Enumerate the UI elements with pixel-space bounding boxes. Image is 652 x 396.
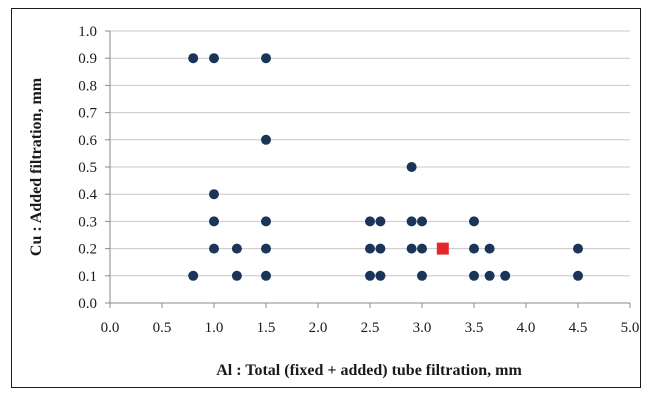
data-point <box>500 270 511 281</box>
x-tick-label: 0.5 <box>153 320 172 336</box>
data-point <box>209 216 219 227</box>
y-axis-label: Cu : Added filtration, mm <box>28 77 45 256</box>
data-point <box>406 243 417 254</box>
x-tick-label: 4.5 <box>569 320 588 336</box>
data-point <box>231 243 242 254</box>
data-point <box>406 216 417 227</box>
data-point <box>573 270 583 281</box>
data-point <box>209 243 219 254</box>
data-point <box>469 243 479 254</box>
data-point <box>469 216 479 227</box>
y-tick-label: 0.1 <box>78 269 97 285</box>
data-point <box>209 189 219 200</box>
data-point <box>261 216 271 227</box>
x-tick-label: 3.0 <box>413 320 432 336</box>
data-point <box>261 270 271 281</box>
data-point <box>365 216 375 227</box>
y-tick-label: 0.3 <box>78 214 97 230</box>
chart-frame <box>11 8 641 388</box>
x-tick-label: 3.5 <box>465 320 484 336</box>
y-tick-label: 0.9 <box>78 51 97 67</box>
data-point <box>375 243 386 254</box>
data-point <box>469 270 479 281</box>
data-point <box>484 243 495 254</box>
data-point <box>406 162 417 172</box>
axes <box>105 30 631 308</box>
x-tick-label: 0.0 <box>101 320 120 336</box>
y-tick-label: 0.5 <box>78 160 97 176</box>
y-tick-label: 0.7 <box>78 106 97 122</box>
y-tick-label: 0.0 <box>78 296 97 312</box>
x-tick-labels: 0.0 0.5 1.0 1.5 2.0 2.5 3.0 3.5 4.0 4.5 5.0 <box>101 320 640 336</box>
y-tick-label: 0.6 <box>78 133 97 149</box>
data-point <box>375 216 386 227</box>
data-point <box>365 270 375 281</box>
x-tick-label: 5.0 <box>621 320 640 336</box>
data-point <box>417 243 427 254</box>
data-point <box>209 53 219 64</box>
data-point <box>573 243 583 254</box>
data-point <box>484 270 495 281</box>
y-tick-label: 0.2 <box>78 242 97 258</box>
data-point <box>261 243 271 254</box>
x-tick-label: 2.5 <box>361 320 380 336</box>
gridlines <box>110 30 630 277</box>
x-tick-label: 2.0 <box>309 320 328 336</box>
data-point <box>417 270 427 281</box>
data-point <box>188 270 199 281</box>
x-tick-label: 1.0 <box>205 320 224 336</box>
data-point <box>365 243 375 254</box>
x-tick-label: 1.5 <box>257 320 276 336</box>
y-tick-label: 0.4 <box>78 187 97 203</box>
data-point <box>188 53 199 64</box>
y-tick-label: 0.8 <box>78 78 97 94</box>
y-tick-labels: 0.0 0.1 0.2 0.3 0.4 0.5 0.6 0.7 0.8 0.9 1.0 <box>78 24 97 312</box>
y-tick-label: 1.0 <box>78 24 97 40</box>
data-point-square <box>436 242 449 255</box>
x-tick-label: 4.0 <box>517 320 536 336</box>
data-point <box>261 53 271 64</box>
data-point <box>375 270 386 281</box>
x-axis-label: Al : Total (fixed + added) tube filtrati… <box>216 362 522 379</box>
data-point <box>417 216 427 227</box>
data-points <box>188 53 583 281</box>
data-point <box>261 134 271 145</box>
data-point <box>231 270 242 281</box>
